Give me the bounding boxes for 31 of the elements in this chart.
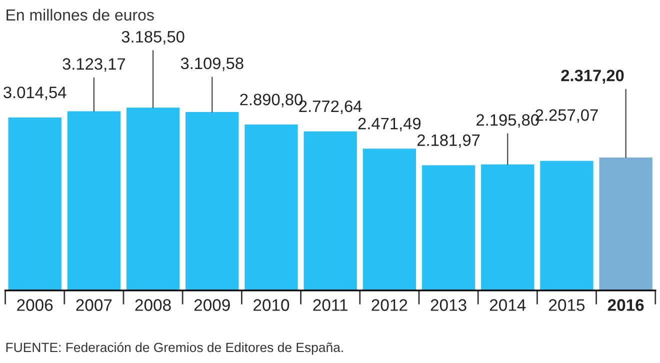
source-note: FUENTE: Federación de Gremios de Editores de España. [6,342,343,355]
bar [67,111,121,290]
x-tick-label: 2016 [608,299,644,311]
x-tick-label: 2013 [430,299,466,311]
data-label: 3.109,58 [180,58,244,72]
bar [8,117,62,290]
bar [244,124,298,290]
bar [126,108,180,290]
x-tick-label: 2012 [372,299,408,311]
bar [186,112,239,290]
bar [362,148,416,290]
x-tick-label: 2007 [76,299,112,311]
x-tick-label: 2010 [254,299,290,311]
x-tick-label: 2006 [17,299,53,311]
x-tick-label: 2015 [549,299,585,311]
data-label: 3.185,50 [122,30,184,45]
bar [304,131,357,290]
data-label: 3.014,54 [4,86,66,100]
x-tick-label: 2011 [313,299,348,311]
x-tick-label: 2009 [194,299,230,311]
data-label: 2.181,97 [417,134,480,148]
bar [540,160,594,290]
chart-title: En millones de euros [6,8,154,21]
bar [481,164,534,290]
x-tick-label: 2014 [490,299,526,311]
data-label: 2.317,20 [561,70,624,84]
data-label: 3.123,17 [62,58,126,72]
bar [422,165,476,290]
data-label: 2.471,49 [358,118,421,132]
bar [599,157,652,290]
x-tick-label: 2008 [135,299,171,311]
